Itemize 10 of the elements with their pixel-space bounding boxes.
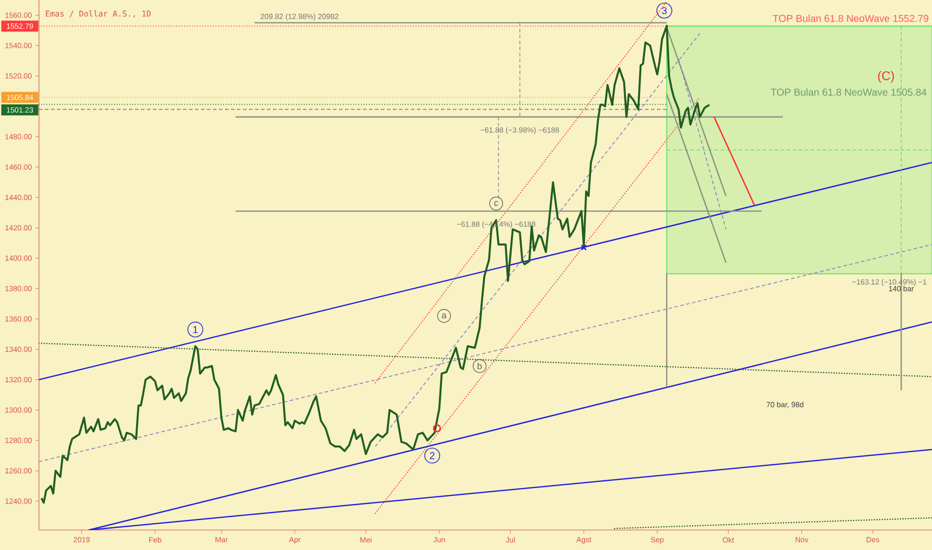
annotation: a (442, 313, 447, 318)
annotation: 1 (193, 326, 198, 333)
text: Emas / Dollar A.S., 1D (46, 10, 151, 18)
annotation: 3 (662, 7, 667, 14)
annotation: b (478, 362, 482, 370)
annotation: TOP Bulan 61.8 NeoWave 1552.79 (772, 14, 928, 22)
annotation: (C) (878, 71, 894, 83)
annotation: 2 (430, 452, 434, 460)
annotation: TOP Bulan 61.8 NeoWave 1505.84 (770, 88, 926, 96)
annotation: c (494, 201, 498, 206)
